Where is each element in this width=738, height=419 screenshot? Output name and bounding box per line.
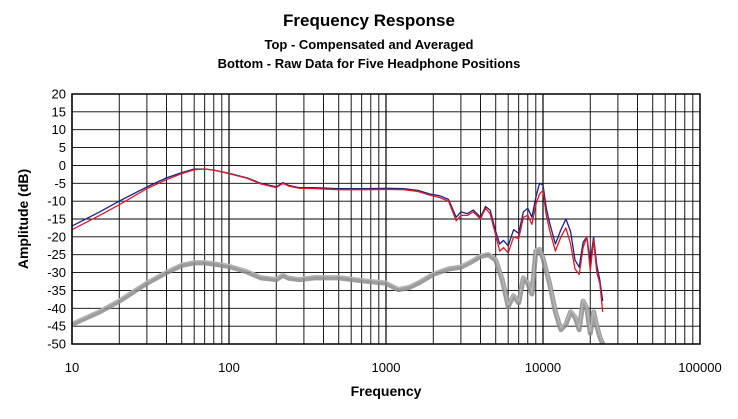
y-tick-label: -35 xyxy=(47,283,66,298)
y-tick-label: 10 xyxy=(52,122,66,137)
y-tick-label: 15 xyxy=(52,104,66,119)
chart-subtitle-bottom: Bottom - Raw Data for Five Headphone Pos… xyxy=(217,56,521,71)
grid xyxy=(71,93,700,345)
series-line-raw-gray-highlight xyxy=(71,246,604,343)
y-tick-label: -10 xyxy=(47,194,66,209)
x-tick-labels: 10 100 1000 10000 100000 xyxy=(65,360,722,375)
x-axis-label: Frequency xyxy=(351,383,422,399)
series-line-raw-gray xyxy=(70,246,606,345)
y-tick-labels: 20 15 10 5 0 -5 -10 -15 -20 -25 -30 -35 -40 -45 -50 xyxy=(47,87,66,352)
x-tick-label: 1000 xyxy=(372,360,401,375)
y-axis-label: Amplitude (dB) xyxy=(15,169,31,269)
plot-frame xyxy=(71,93,701,345)
y-tick-label: -45 xyxy=(47,319,66,334)
y-tick-label: -5 xyxy=(54,176,66,191)
y-tick-label: -15 xyxy=(47,212,66,227)
y-tick-label: 0 xyxy=(59,158,66,173)
x-tick-label: 10000 xyxy=(525,360,561,375)
x-tick-label: 100 xyxy=(218,360,240,375)
y-tick-label: -25 xyxy=(47,247,66,262)
x-tick-label: 10 xyxy=(65,360,79,375)
series-layer xyxy=(70,168,606,345)
y-tick-label: -30 xyxy=(47,265,66,280)
x-tick-label: 100000 xyxy=(678,360,721,375)
y-tick-label: 20 xyxy=(52,87,66,102)
series-line-red xyxy=(71,168,604,312)
chart-title: Frequency Response xyxy=(283,11,455,30)
chart-subtitle-top: Top - Compensated and Averaged xyxy=(264,37,474,52)
y-tick-label: 5 xyxy=(59,140,66,155)
y-tick-label: -40 xyxy=(47,301,66,316)
y-tick-label: -20 xyxy=(47,229,66,244)
y-tick-label: -50 xyxy=(47,337,66,352)
